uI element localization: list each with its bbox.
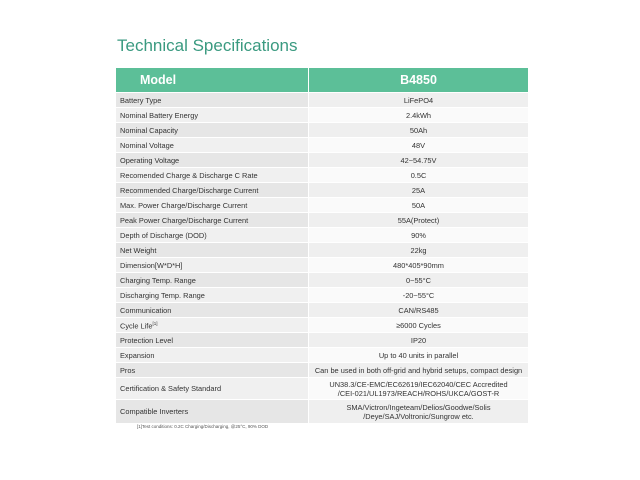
table-row: Dimension[W*D*H] 480*405*90mm	[115, 257, 529, 273]
table-row: Cycle Life[1] ≥6000 Cycles	[115, 317, 529, 333]
spec-label: Recomended Charge & Discharge C Rate	[115, 167, 309, 183]
spec-value: 22kg	[308, 242, 529, 258]
spec-label: Operating Voltage	[115, 152, 309, 168]
table-row: Nominal Voltage 48V	[115, 137, 529, 153]
spec-value: 42~54.75V	[308, 152, 529, 168]
value-line: /Deye/SAJ/Voltronic/Sungrow etc.	[363, 411, 474, 421]
header-cell: B4850	[308, 67, 529, 93]
value-line: UN38.3/CE-EMC/EC62619/IEC62040/CEC Accre…	[329, 379, 508, 389]
value-line: SMA/Victron/Ingeteam/Delios/Goodwe/Solis	[346, 402, 491, 412]
table-row: Certification & Safety Standard UN38.3/CE…	[115, 377, 529, 400]
spec-label: Expansion	[115, 347, 309, 363]
spec-label: Battery Type	[115, 92, 309, 108]
table-row: Charging Temp. Range 0~55°C	[115, 272, 529, 288]
table-row: Expansion Up to 40 units in parallel	[115, 347, 529, 363]
spec-label: Pros	[115, 362, 309, 378]
spec-value: IP20	[308, 332, 529, 348]
table-row: Operating Voltage 42~54.75V	[115, 152, 529, 168]
table-row: Max. Power Charge/Discharge Current 50A	[115, 197, 529, 213]
spec-value: 0.5C	[308, 167, 529, 183]
table-row: Peak Power Charge/Discharge Current 55A(P…	[115, 212, 529, 228]
table-row: Nominal Battery Energy 2.4kWh	[115, 107, 529, 123]
spec-label: Nominal Battery Energy	[115, 107, 309, 123]
spec-label: Recommended Charge/Discharge Current	[115, 182, 309, 198]
table-row: Pros Can be used in both off-grid and hyb…	[115, 362, 529, 378]
spec-label: Depth of Discharge (DOD)	[115, 227, 309, 243]
table-row: Recomended Charge & Discharge C Rate 0.5C	[115, 167, 529, 183]
spec-label: Cycle Life[1]	[115, 317, 309, 333]
title: Technical Specifications	[117, 36, 298, 55]
spec-label: Nominal Voltage	[115, 137, 309, 153]
table-row: Discharging Temp. Range -20~55°C	[115, 287, 529, 303]
spec-label: Charging Temp. Range	[115, 272, 309, 288]
spec-value: 90%	[308, 227, 529, 243]
spec-value: 50Ah	[308, 122, 529, 138]
spec-value: SMA/Victron/Ingeteam/Delios/Goodwe/Solis…	[308, 399, 529, 424]
spec-value: ≥6000 Cycles	[308, 317, 529, 333]
spec-label: Net Weight	[115, 242, 309, 258]
table-row: Net Weight 22kg	[115, 242, 529, 258]
spec-value: 25A	[308, 182, 529, 198]
spec-value: 48V	[308, 137, 529, 153]
spec-label: Discharging Temp. Range	[115, 287, 309, 303]
spec-value: 50A	[308, 197, 529, 213]
spec-value: Up to 40 units in parallel	[308, 347, 529, 363]
spec-label: Max. Power Charge/Discharge Current	[115, 197, 309, 213]
spec-label: Certification & Safety Standard	[115, 377, 309, 400]
table-row: Battery Type LiFePO4	[115, 92, 529, 108]
table-row: Nominal Capacity 50Ah	[115, 122, 529, 138]
table-body: Battery Type LiFePO4 Nominal Battery Energ…	[115, 92, 529, 424]
spec-value: Can be used in both off-grid and hybrid …	[308, 362, 529, 378]
table-row: Compatible Inverters SMA/Victron/Ingeteam…	[115, 399, 529, 424]
spec-value: CAN/RS485	[308, 302, 529, 318]
spec-value: 480*405*90mm	[308, 257, 529, 273]
spec-label: Protection Level	[115, 332, 309, 348]
table-row: Recommended Charge/Discharge Current 25A	[115, 182, 529, 198]
label-text: Cycle Life	[120, 321, 153, 331]
spec-label: Nominal Capacity	[115, 122, 309, 138]
spec-value: UN38.3/CE-EMC/EC62619/IEC62040/CEC Accre…	[308, 377, 529, 400]
footnote-ref: [1]	[152, 321, 158, 327]
header-row: Model B4850	[115, 67, 529, 93]
spec-value: -20~55°C	[308, 287, 529, 303]
table-row: Protection Level IP20	[115, 332, 529, 348]
spec-value: LiFePO4	[308, 92, 529, 108]
spec-value: 55A(Protect)	[308, 212, 529, 228]
spec-table: Model B4850 Battery Type LiFePO4 Nominal B…	[115, 67, 529, 424]
spec-label: Compatible Inverters	[115, 399, 309, 424]
spec-value: 0~55°C	[308, 272, 529, 288]
header-cell: Model	[115, 67, 309, 93]
footnote: [1]Test conditions: 0.2C Charging/Discha…	[137, 424, 269, 429]
spec-label: Communication	[115, 302, 309, 318]
value-line: /CEI-021/UL1973/REACH/ROHS/UKCA/GOST-R	[337, 388, 500, 398]
spec-label: Dimension[W*D*H]	[115, 257, 309, 273]
spec-value: 2.4kWh	[308, 107, 529, 123]
spec-label: Peak Power Charge/Discharge Current	[115, 212, 309, 228]
table-row: Communication CAN/RS485	[115, 302, 529, 318]
table-row: Depth of Discharge (DOD) 90%	[115, 227, 529, 243]
